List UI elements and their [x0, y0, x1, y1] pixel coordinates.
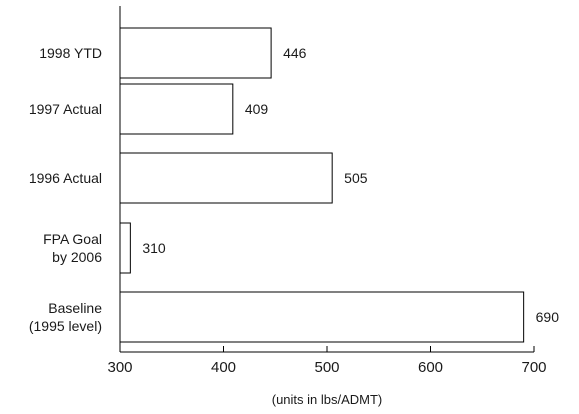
x-axis-title: (units in lbs/ADMT) [272, 392, 383, 407]
value-label-4: 690 [536, 309, 560, 325]
x-tick-label-0: 300 [107, 359, 132, 376]
x-ticks: 300 400 500 600 700 [107, 346, 547, 376]
value-label-3: 310 [142, 240, 166, 256]
bars-layer: 446 409 505 310 690 [119, 27, 560, 343]
category-label-1: 1997 Actual [29, 101, 102, 117]
bar-1 [119, 83, 234, 135]
category-label-4: Baseline (1995 level) [29, 300, 102, 334]
category-labels: 1998 YTD 1997 Actual 1996 Actual FPA Goal by… [29, 45, 102, 334]
bar-2 [119, 152, 333, 204]
category-label-3: FPA Goal by 2006 [43, 231, 102, 265]
bar-0 [119, 27, 272, 79]
x-tick-label-1: 400 [211, 359, 236, 376]
x-tick-label-3: 600 [418, 359, 443, 376]
category-label-2: 1996 Actual [29, 170, 102, 186]
value-label-2: 505 [344, 170, 368, 186]
x-tick-label-4: 700 [521, 359, 546, 376]
value-label-0: 446 [283, 45, 307, 61]
bar-4 [119, 291, 525, 343]
bar-3 [119, 222, 131, 274]
value-label-1: 409 [245, 101, 269, 117]
x-tick-label-2: 500 [314, 359, 339, 376]
category-label-0: 1998 YTD [39, 45, 102, 61]
